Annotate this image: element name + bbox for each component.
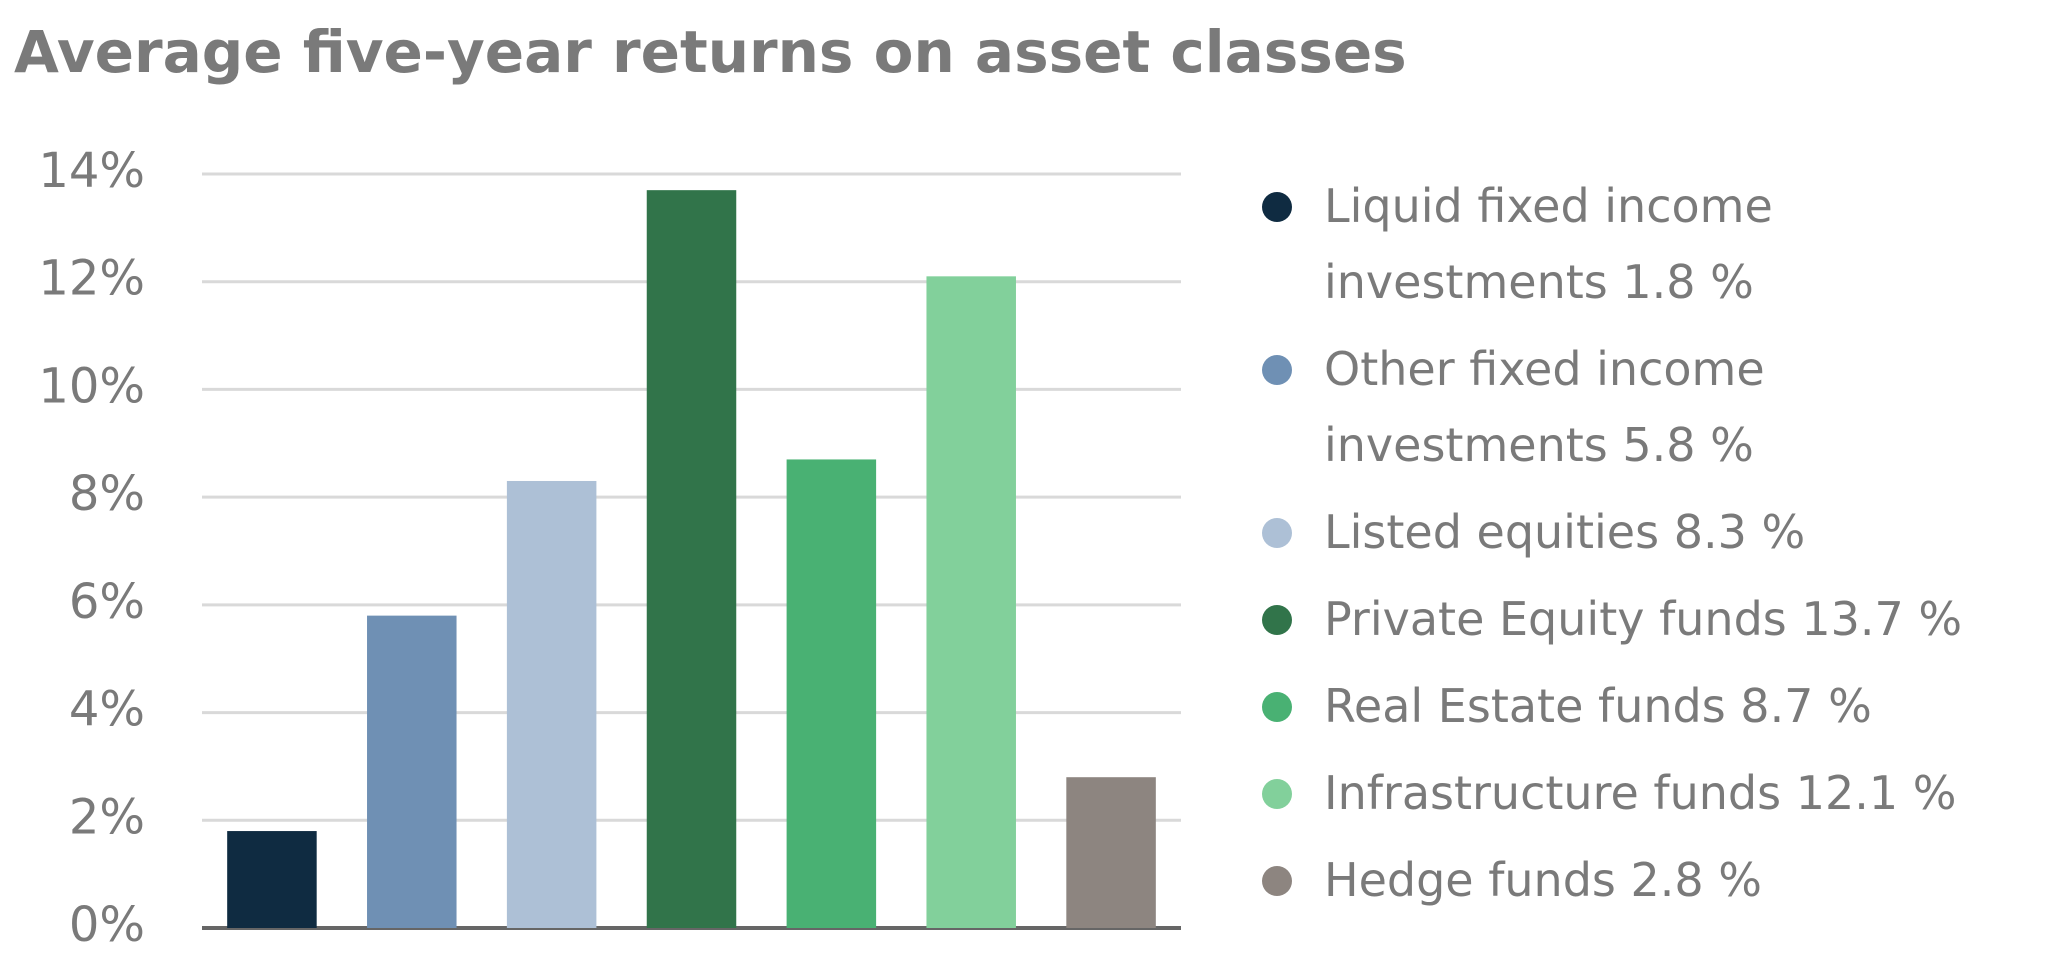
bar [367,615,457,928]
y-tick-label: 14% [38,143,145,199]
legend-label: Listed equities [1324,505,1660,559]
legend-value: 1.8 % [1622,255,1754,309]
chart-title: Average five-year returns on asset class… [14,18,1407,86]
legend-item: Private Equity funds 13.7 % [1262,581,2022,657]
legend: Liquid fixed income investments 1.8 % Oth… [1262,168,2022,929]
legend-label: Liquid fixed income investments [1324,179,1773,309]
y-tick-label: 4% [69,682,145,738]
legend-value: 8.7 % [1740,679,1872,733]
legend-value: 12.1 % [1795,766,1957,820]
legend-label: Other fixed income investments [1324,342,1765,472]
legend-item: Real Estate funds 8.7 % [1262,668,2022,744]
legend-label: Real Estate funds [1324,679,1726,733]
legend-value: 13.7 % [1801,592,1963,646]
bar [926,276,1016,928]
legend-item: Other fixed income investments 5.8 % [1262,331,2022,483]
legend-swatch [1262,518,1292,548]
legend-label: Hedge funds [1324,853,1616,907]
bar [646,190,737,928]
bar [1066,777,1156,928]
legend-value: 5.8 % [1622,418,1754,472]
bar [506,480,597,928]
legend-label: Private Equity funds [1324,592,1787,646]
y-tick-label: 12% [38,251,145,307]
legend-item: Hedge funds 2.8 % [1262,842,2022,918]
legend-value: 2.8 % [1630,853,1763,907]
legend-swatch [1262,866,1292,896]
bar [227,831,317,928]
legend-swatch [1262,355,1292,385]
legend-swatch [1262,192,1292,222]
legend-item: Listed equities 8.3 % [1262,494,2022,570]
legend-swatch [1262,779,1292,809]
legend-item: Infrastructure funds 12.1 % [1262,755,2022,831]
y-tick-label: 2% [69,789,145,845]
bar [786,459,877,928]
legend-swatch [1262,692,1292,722]
legend-label: Infrastructure funds [1324,766,1782,820]
legend-swatch [1262,605,1292,635]
y-tick-label: 10% [38,358,145,414]
legend-item: Liquid fixed income investments 1.8 % [1262,168,2022,320]
y-tick-label: 6% [69,574,145,630]
y-tick-label: 0% [69,897,145,953]
y-tick-label: 8% [69,466,145,522]
legend-value: 8.3 % [1673,505,1806,559]
